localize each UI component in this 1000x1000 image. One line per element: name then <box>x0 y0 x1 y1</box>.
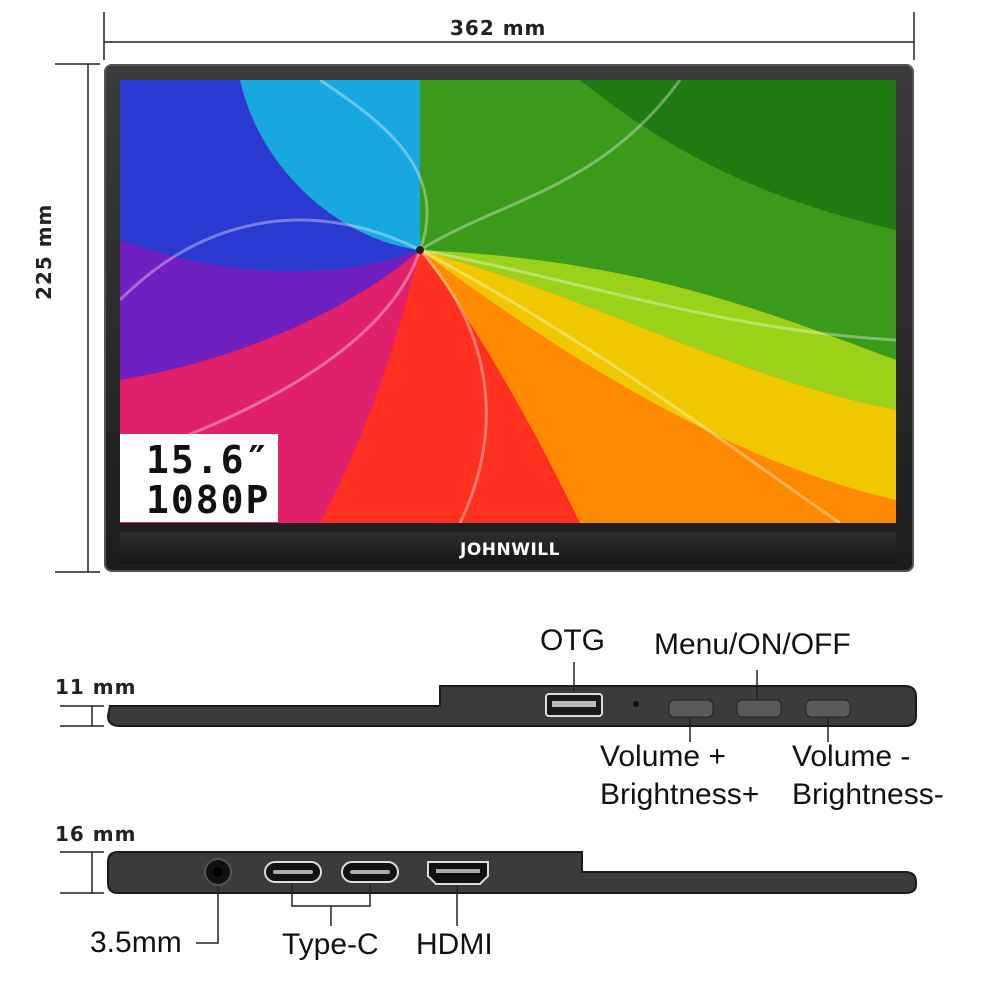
spec-badge <box>120 434 278 522</box>
audio-label: 3.5mm <box>90 926 182 959</box>
resolution-label: 1080P <box>146 478 271 522</box>
hdmi-label: HDMI <box>416 928 493 961</box>
otg-label: OTG <box>540 624 605 657</box>
typec-label: Type-C <box>282 928 379 961</box>
screen-size-label: 15.6″ <box>146 438 271 482</box>
side-thickness-label: 16 mm <box>55 822 137 846</box>
monitor-chin <box>120 532 896 564</box>
brand-logo: JOHNWILL <box>460 540 560 560</box>
top-thickness-label: 11 mm <box>55 675 137 699</box>
volume-down-button-icon <box>805 699 851 718</box>
volume-up-button-icon <box>668 699 714 718</box>
width-label: 362 mm <box>450 16 547 40</box>
volume-up-label: Volume + <box>600 740 726 773</box>
indicator-icon <box>633 701 639 707</box>
menu-button-icon <box>736 699 782 718</box>
brightness-down-label: Brightness- <box>792 778 944 811</box>
swirl-wallpaper <box>120 80 896 523</box>
menu-label: Menu/ON/OFF <box>654 628 851 661</box>
brightness-up-label: Brightness+ <box>600 778 760 811</box>
volume-down-label: Volume - <box>792 740 911 773</box>
monitor-screen <box>120 80 896 523</box>
